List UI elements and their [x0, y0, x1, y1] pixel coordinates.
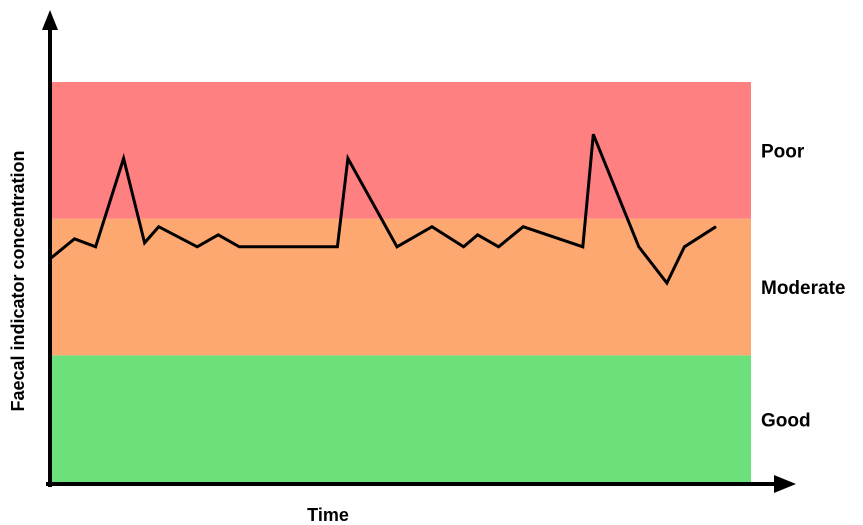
data-point — [715, 226, 717, 228]
y-axis-arrow-icon — [42, 10, 58, 30]
data-point — [144, 242, 146, 244]
x-axis-arrow-icon — [774, 475, 796, 493]
band-label-poor: Poor — [761, 141, 805, 162]
data-point — [238, 246, 240, 248]
data-point — [463, 246, 465, 248]
data-series — [49, 133, 717, 286]
data-point — [123, 157, 125, 159]
data-point — [498, 246, 500, 248]
data-point — [347, 157, 349, 159]
data-point — [522, 226, 524, 228]
data-point — [666, 282, 668, 284]
band-moderate — [50, 218, 751, 356]
band-label-moderate: Moderate — [761, 278, 845, 299]
quality-bands — [50, 82, 751, 484]
data-point — [396, 246, 398, 248]
data-point — [158, 226, 160, 228]
data-point — [196, 246, 198, 248]
data-point — [683, 246, 685, 248]
data-point — [95, 246, 97, 248]
band-poor — [50, 82, 751, 219]
band-good — [50, 355, 751, 484]
x-axis — [46, 475, 796, 493]
data-point — [582, 246, 584, 248]
data-point — [336, 246, 338, 248]
y-axis — [42, 10, 58, 487]
x-axis-label: Time — [307, 505, 349, 525]
data-point — [74, 238, 76, 240]
band-label-good: Good — [761, 411, 811, 432]
data-point — [217, 234, 219, 236]
data-point — [638, 246, 640, 248]
band-labels: Good Moderate Poor — [761, 141, 845, 431]
data-point — [592, 133, 594, 135]
data-point — [477, 234, 479, 236]
data-point — [431, 226, 433, 228]
y-axis-label: Faecal indicator concentration — [8, 150, 28, 411]
